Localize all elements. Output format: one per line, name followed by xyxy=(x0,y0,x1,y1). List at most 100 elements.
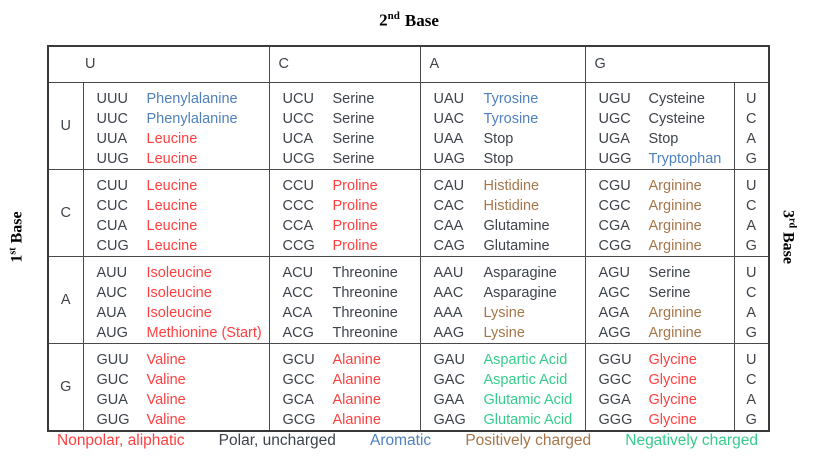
codon-entry-CGU: CGU Arginine xyxy=(599,176,734,196)
codon-entry-UCC: UCC Serine xyxy=(283,109,420,129)
codon-entry-AAA: AAA Lysine xyxy=(434,303,585,323)
third-base-U: U xyxy=(746,90,757,107)
amino-acid-UCC: Serine xyxy=(332,110,375,127)
codon-GUA: GUA xyxy=(96,391,128,408)
codon-entry-UAU: UAU Tyrosine xyxy=(434,89,585,109)
codon-entry-CCU: CCU Proline xyxy=(283,176,420,196)
cell-CU: CUU Leucine CUC Leucine CUA Leucine CUG Leucine xyxy=(82,168,270,257)
codon-entry-GCA: GCA Alanine xyxy=(283,390,420,410)
codon-CCA: CCA xyxy=(282,217,314,234)
axis-ordinal: rd xyxy=(786,218,798,228)
codon-GGC: GGC xyxy=(598,371,632,388)
codon-table-body: U UUU Phenylalanine UUC Phenylalanine UUA Leuc… xyxy=(47,81,770,431)
amino-acid-CGC: Arginine xyxy=(648,197,702,214)
codon-entry-GGG: GGG Glycine xyxy=(599,410,734,430)
codon-entry-CCG: CCG Proline xyxy=(283,236,420,256)
codon-entry-GAA: GAA Glutamic Acid xyxy=(434,390,585,410)
amino-acid-CGA: Arginine xyxy=(648,217,702,234)
cell-GG: GGU Glycine GGC Glycine GGA Glycine GGG Glycine xyxy=(584,342,735,431)
column-header-G: G xyxy=(584,45,770,83)
codon-CGA: CGA xyxy=(598,217,630,234)
amino-acid-AUC: Isoleucine xyxy=(146,284,212,301)
amino-acid-CUA: Leucine xyxy=(146,217,198,234)
codon-GUG: GUG xyxy=(96,411,130,428)
codon-UGU: UGU xyxy=(598,90,631,107)
amino-acid-CUG: Leucine xyxy=(146,237,198,254)
axis-number: 3 xyxy=(779,210,797,218)
amino-acid-UAC: Tyrosine xyxy=(483,110,539,127)
codon-entry-AGC: AGC Serine xyxy=(599,283,734,303)
amino-acid-ACA: Threonine xyxy=(332,304,398,321)
third-base-U: U xyxy=(746,177,757,194)
amino-acid-UGC: Cysteine xyxy=(648,110,705,127)
amino-acid-ACG: Threonine xyxy=(332,324,398,341)
codon-CUA: CUA xyxy=(96,217,128,234)
amino-acid-CAG: Glutamine xyxy=(483,237,550,254)
codon-UAA: UAA xyxy=(433,130,464,147)
cell-AC: ACU Threonine ACC Threonine ACA Threonine ACG T… xyxy=(268,255,421,344)
amino-acid-AGG: Arginine xyxy=(648,324,702,341)
codon-entry-UCA: UCA Serine xyxy=(283,129,420,149)
amino-acid-CAA: Glutamine xyxy=(483,217,550,234)
codon-entry-CAC: CAC Histidine xyxy=(434,196,585,216)
amino-acid-CUU: Leucine xyxy=(146,177,198,194)
codon-AGC: AGC xyxy=(598,284,630,301)
codon-entry-GUC: GUC Valine xyxy=(97,370,269,390)
codon-CUG: CUG xyxy=(96,237,129,254)
codon-entry-ACG: ACG Threonine xyxy=(283,323,420,343)
third-base-G: G xyxy=(745,411,757,428)
codon-entry-CCA: CCA Proline xyxy=(283,216,420,236)
amino-acid-AUG: Methionine (Start) xyxy=(146,324,262,341)
third-base-C: C xyxy=(746,284,757,301)
codon-entry-UUU: UUU Phenylalanine xyxy=(97,89,269,109)
codon-entry-CAG: CAG Glutamine xyxy=(434,236,585,256)
amino-acid-UAG: Stop xyxy=(483,150,514,167)
axis-number: 1 xyxy=(8,254,26,263)
amino-acid-CAC: Histidine xyxy=(483,197,540,214)
codon-entry-CGA: CGA Arginine xyxy=(599,216,734,236)
codon-GGU: GGU xyxy=(598,351,632,368)
codon-ACA: ACA xyxy=(282,304,313,321)
legend-item-nonpolar: Nonpolar, aliphatic xyxy=(57,432,185,449)
amino-acid-GGU: Glycine xyxy=(648,351,697,368)
codon-CGC: CGC xyxy=(598,197,631,214)
base-row-C: C CUU Leucine CUC Leucine CUA Leucine CUG Leucin… xyxy=(47,168,770,257)
codon-GUC: GUC xyxy=(96,371,129,388)
third-base-axis-title: 3rd Base xyxy=(778,210,797,264)
codon-AUC: AUC xyxy=(96,284,128,301)
codon-entry-UCU: UCU Serine xyxy=(283,89,420,109)
third-base-A: A xyxy=(746,391,757,408)
codon-entry-CAA: CAA Glutamine xyxy=(434,216,585,236)
codon-entry-UAC: UAC Tyrosine xyxy=(434,109,585,129)
codon-AGU: AGU xyxy=(598,264,630,281)
cell-GC: GCU Alanine GCC Alanine GCA Alanine GCG Alanine xyxy=(268,342,421,431)
codon-UAG: UAG xyxy=(433,150,465,167)
amino-acid-UUG: Leucine xyxy=(146,150,198,167)
base-row-A: A AUU Isoleucine AUC Isoleucine AUA Isoleucine… xyxy=(47,255,770,344)
codon-entry-AGG: AGG Arginine xyxy=(599,323,734,343)
amino-acid-UAA: Stop xyxy=(483,130,514,147)
amino-acid-UUU: Phenylalanine xyxy=(146,90,238,107)
codon-GAA: GAA xyxy=(433,391,465,408)
codon-UUA: UUA xyxy=(96,130,128,147)
codon-AAU: AAU xyxy=(433,264,464,281)
codon-UCU: UCU xyxy=(282,90,314,107)
title-word: Base xyxy=(404,10,439,30)
amino-acid-UGA: Stop xyxy=(648,130,679,147)
codon-entry-GGU: GGU Glycine xyxy=(599,350,734,370)
third-base-A: A xyxy=(746,217,757,234)
codon-UAU: UAU xyxy=(433,90,465,107)
codon-UUG: UUG xyxy=(96,150,129,167)
column-header-A: A xyxy=(419,45,586,83)
codon-AUG: AUG xyxy=(96,324,128,341)
cell-UG: UGU Cysteine UGC Cysteine UGA Stop UGG Tryptoph… xyxy=(584,81,735,170)
amino-acid-UGU: Cysteine xyxy=(648,90,705,107)
title-number: 2 xyxy=(379,10,388,30)
codon-entry-CUU: CUU Leucine xyxy=(97,176,269,196)
amino-acid-UCA: Serine xyxy=(332,130,375,147)
amino-acid-GAU: Aspartic Acid xyxy=(483,351,568,368)
codon-entry-CUG: CUG Leucine xyxy=(97,236,269,256)
codon-entry-ACA: ACA Threonine xyxy=(283,303,420,323)
codon-AGG: AGG xyxy=(598,324,631,341)
